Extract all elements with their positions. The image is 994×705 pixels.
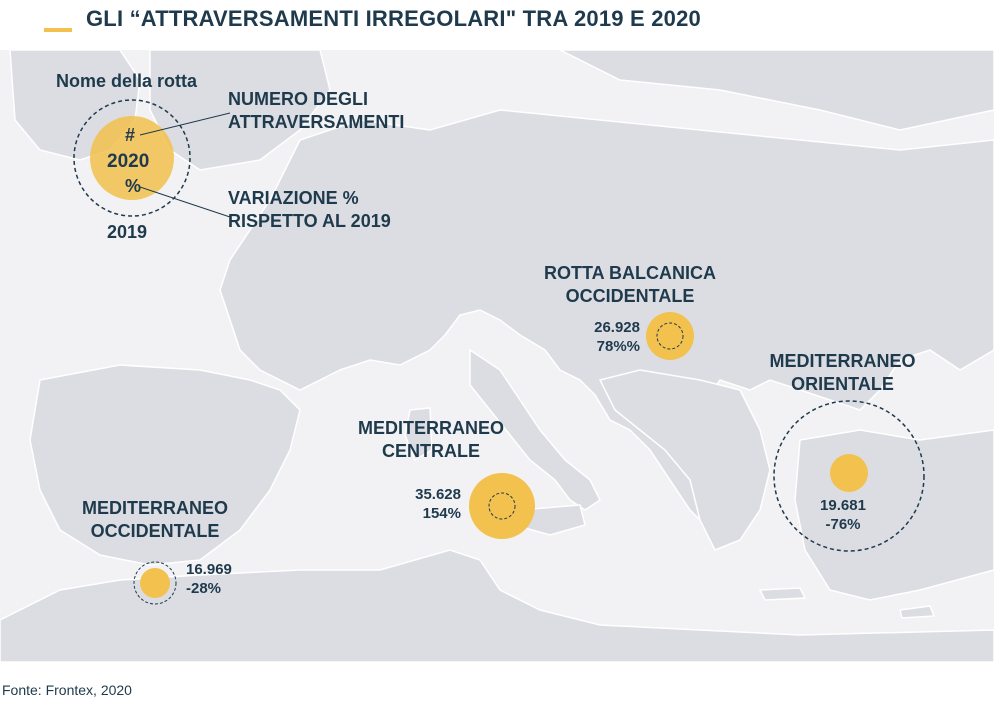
- route-balkan-values: 26.928 78%%: [578, 318, 640, 356]
- route-central-name-2: CENTRALE: [382, 441, 480, 461]
- route-balkan-name-2: OCCIDENTALE: [565, 286, 695, 306]
- land-masses: [0, 50, 994, 662]
- title-accent-bar: [44, 28, 72, 32]
- europe-map: [0, 50, 994, 662]
- source-note: Fonte: Frontex, 2020: [2, 682, 132, 698]
- route-central-name-1: MEDITERRANEO: [357, 418, 504, 438]
- route-west-bubble: [133, 561, 177, 605]
- legend-number-label-1: NUMERO DEGLI: [228, 89, 369, 109]
- legend-hash: #: [125, 125, 136, 145]
- route-east-variation: -76%: [825, 516, 861, 533]
- route-east-name-2: ORIENTALE: [791, 374, 894, 394]
- legend-route-name: Nome della rotta: [56, 71, 198, 91]
- route-central-name: MEDITERRANEO CENTRALE: [345, 417, 517, 463]
- route-west-name-2: OCCIDENTALE: [90, 521, 220, 541]
- route-central-crossings: 35.628: [415, 486, 461, 503]
- legend-year-2020: 2020: [107, 151, 150, 172]
- route-central-values: 35.628 154%: [401, 485, 461, 523]
- route-west-variation: -28%: [186, 580, 222, 597]
- route-west-name: MEDITERRANEO OCCIDENTALE: [70, 497, 240, 543]
- route-east-bubble: [773, 400, 925, 552]
- legend-variation-label-2: RISPETTO AL 2019: [228, 211, 391, 231]
- route-west-values: 16.969 -28%: [186, 560, 232, 598]
- legend-year-2019: 2019: [107, 222, 148, 242]
- route-east-name-1: MEDITERRANEO: [769, 351, 916, 371]
- route-balkan-name-1: ROTTA BALCANICA: [544, 263, 716, 283]
- legend-leader-lines: [139, 112, 231, 218]
- route-central-variation: 154%: [422, 505, 461, 522]
- route-balkan-crossings: 26.928: [594, 319, 640, 336]
- route-west-name-1: MEDITERRANEO: [81, 498, 228, 518]
- legend-circles: [73, 99, 191, 217]
- route-east-name: MEDITERRANEO ORIENTALE: [745, 350, 940, 396]
- route-west-crossings: 16.969: [186, 561, 232, 578]
- route-balkan-name: ROTTA BALCANICA OCCIDENTALE: [525, 262, 735, 308]
- route-balkan-variation: 78%%: [596, 338, 640, 355]
- page-title: GLI “ATTRAVERSAMENTI IRREGOLARI" TRA 201…: [86, 6, 701, 31]
- route-east-crossings: 19.681: [820, 497, 866, 514]
- legend-variation-label-1: VARIAZIONE %: [228, 188, 359, 208]
- route-central-bubble: [469, 473, 535, 539]
- route-east-values: 19.681 -76%: [812, 496, 874, 534]
- route-balkan-bubble: [646, 312, 694, 360]
- legend-percent: %: [125, 176, 142, 196]
- legend-number-label-2: ATTRAVERSAMENTI: [228, 112, 405, 132]
